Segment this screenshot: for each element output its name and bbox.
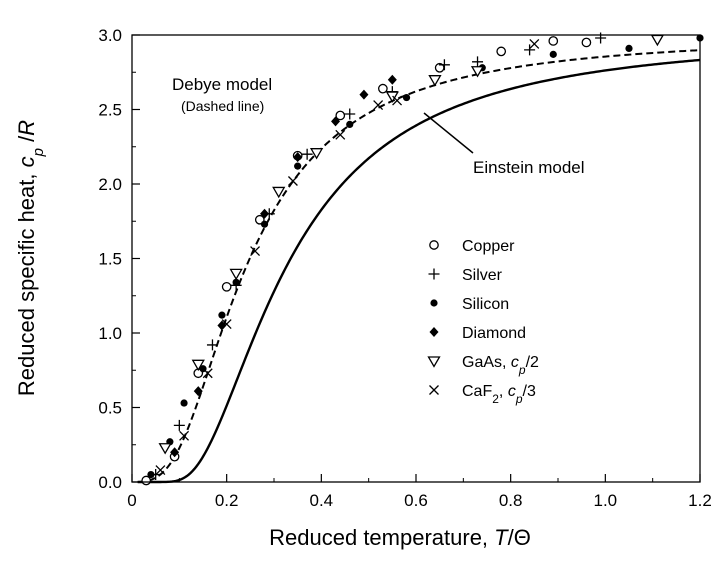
caf2-point <box>335 129 346 140</box>
silver-point <box>206 339 218 351</box>
legend-label-gaas: GaAs, cp/2 <box>462 354 539 377</box>
legend-label-diamond: Diamond <box>462 325 526 342</box>
gaas-point <box>272 186 286 199</box>
x-tick-label: 0.2 <box>215 491 239 510</box>
debye-annotation-sub: (Dashed line) <box>181 98 264 114</box>
copper-point <box>496 46 507 57</box>
einstein-annotation: Einstein model <box>473 158 585 177</box>
caf2-point <box>179 430 190 441</box>
legend-item-silver: Silver <box>428 267 503 284</box>
legend: Copper Silver Silicon Diamond GaAs, cp/2… <box>427 238 539 406</box>
legend-label-silicon: Silicon <box>462 296 509 313</box>
silver-point <box>472 56 484 68</box>
silver-point <box>438 59 450 71</box>
x-tick-label: 0.4 <box>310 491 334 510</box>
gaas-point <box>158 443 172 455</box>
caf2-point <box>373 100 384 110</box>
legend-symbol-silicon <box>430 299 438 307</box>
legend-label-copper: Copper <box>462 238 515 255</box>
legend-symbol-caf2 <box>429 385 439 395</box>
model-curves <box>137 49 701 484</box>
caf2-point <box>287 176 298 186</box>
data-markers <box>141 32 704 486</box>
gaas-point <box>309 148 324 160</box>
legend-label-caf2: CaF2, cp/3 <box>462 383 536 406</box>
gaas-point <box>470 66 485 78</box>
diamond-point <box>217 320 227 331</box>
legend-symbol-copper <box>429 240 439 250</box>
gaas-point <box>650 34 665 47</box>
silicon-point <box>346 120 354 128</box>
legend-symbol-gaas <box>427 356 441 368</box>
silver-point <box>173 419 185 431</box>
gaas-point <box>191 359 205 372</box>
diamond-point <box>193 386 203 397</box>
legend-symbol-silver <box>428 268 440 280</box>
gaas-point <box>385 91 399 103</box>
legend-label-silver: Silver <box>462 267 503 284</box>
legend-item-gaas: GaAs, cp/2 <box>427 354 539 377</box>
silver-point <box>344 108 356 120</box>
copper-point <box>548 36 559 46</box>
y-tick-label: 0.0 <box>98 473 122 492</box>
legend-item-copper: Copper <box>429 238 515 255</box>
x-tick-label: 0.6 <box>404 491 428 510</box>
silicon-point <box>180 399 188 407</box>
silicon-point <box>232 278 240 286</box>
silver-point <box>301 148 313 160</box>
einstein-curve <box>137 58 701 484</box>
x-tick-label: 1.0 <box>594 491 618 510</box>
silicon-point <box>549 50 557 58</box>
diamond-point <box>331 116 341 127</box>
gaas-point <box>428 75 442 87</box>
caf2-point <box>529 38 540 49</box>
caf2-point <box>392 95 403 106</box>
copper-point <box>581 37 592 48</box>
legend-item-diamond: Diamond <box>429 325 526 342</box>
y-tick-label: 2.5 <box>98 101 122 120</box>
silver-point <box>524 44 536 56</box>
silicon-point <box>294 162 302 170</box>
caf2-point <box>221 319 232 330</box>
axis-ticks: 0 0.2 0.4 0.6 0.8 1.0 1.2 0.0 0.5 1.0 1.5 2.0 2.5 3.0 <box>98 26 711 510</box>
diamond-point <box>170 447 180 458</box>
silicon-point <box>218 311 226 319</box>
silicon-point <box>402 93 411 102</box>
silicon-point <box>147 470 155 479</box>
y-tick-label: 1.0 <box>98 324 122 343</box>
copper-point <box>335 110 346 121</box>
x-axis-title: Reduced temperature, T/Θ <box>269 525 531 550</box>
diamond-point <box>387 74 397 85</box>
einstein-pointer <box>423 112 474 154</box>
legend-item-silicon: Silicon <box>430 296 509 313</box>
legend-item-caf2: CaF2, cp/3 <box>429 383 536 406</box>
silicon-point <box>625 44 633 53</box>
silver-point <box>595 32 607 44</box>
caf2-point <box>250 246 261 257</box>
y-axis-title: Reduced specific heat, cp /R <box>14 120 47 396</box>
caf2-point <box>202 368 213 379</box>
diamond-point <box>359 89 369 100</box>
x-tick-label: 1.2 <box>688 491 712 510</box>
silicon-point <box>260 220 269 228</box>
gaas-point <box>229 268 243 281</box>
copper-point <box>378 83 388 94</box>
debye-curve <box>137 49 701 483</box>
copper-point <box>221 281 232 292</box>
y-tick-label: 3.0 <box>98 26 122 45</box>
caf2-point <box>155 465 166 476</box>
y-tick-label: 2.0 <box>98 175 122 194</box>
legend-symbol-diamond <box>429 327 439 337</box>
y-tick-label: 1.5 <box>98 250 122 269</box>
diamond-point <box>293 152 303 163</box>
debye-annotation: Debye model <box>172 75 272 94</box>
x-tick-label: 0 <box>127 491 136 510</box>
y-tick-label: 0.5 <box>98 399 122 418</box>
diamond-point <box>260 208 270 219</box>
x-tick-label: 0.8 <box>499 491 523 510</box>
